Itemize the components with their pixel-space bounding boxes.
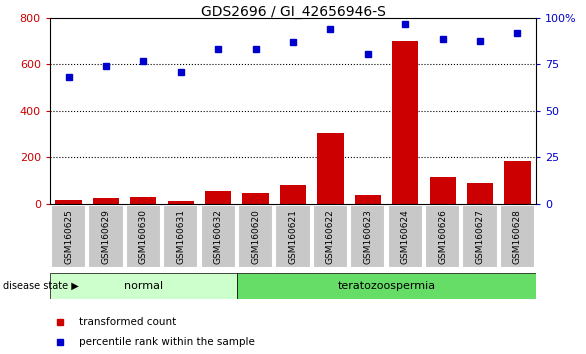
FancyBboxPatch shape	[163, 205, 198, 268]
Text: GSM160629: GSM160629	[101, 209, 110, 264]
Text: transformed count: transformed count	[79, 317, 176, 327]
Text: GSM160622: GSM160622	[326, 209, 335, 264]
Text: GSM160626: GSM160626	[438, 209, 447, 264]
FancyBboxPatch shape	[126, 205, 161, 268]
FancyBboxPatch shape	[462, 205, 498, 268]
FancyBboxPatch shape	[500, 205, 535, 268]
FancyBboxPatch shape	[350, 205, 386, 268]
Bar	[130, 197, 156, 204]
Text: GSM160630: GSM160630	[139, 209, 148, 264]
Bar	[355, 195, 381, 204]
Bar	[205, 191, 231, 204]
FancyBboxPatch shape	[425, 205, 460, 268]
FancyBboxPatch shape	[200, 205, 236, 268]
FancyBboxPatch shape	[50, 273, 237, 299]
Bar	[280, 185, 306, 204]
FancyBboxPatch shape	[313, 205, 348, 268]
Text: disease state ▶: disease state ▶	[3, 281, 79, 291]
Text: GSM160623: GSM160623	[363, 209, 372, 264]
Bar	[392, 41, 418, 204]
Bar	[430, 177, 456, 204]
FancyBboxPatch shape	[237, 273, 536, 299]
Bar	[93, 198, 119, 204]
FancyBboxPatch shape	[238, 205, 273, 268]
Text: GSM160624: GSM160624	[401, 209, 410, 264]
FancyBboxPatch shape	[88, 205, 124, 268]
Text: GSM160620: GSM160620	[251, 209, 260, 264]
Text: GSM160627: GSM160627	[476, 209, 485, 264]
Text: GSM160621: GSM160621	[288, 209, 298, 264]
FancyBboxPatch shape	[388, 205, 423, 268]
FancyBboxPatch shape	[275, 205, 311, 268]
Text: GSM160631: GSM160631	[176, 209, 185, 264]
Text: GSM160625: GSM160625	[64, 209, 73, 264]
Bar	[318, 133, 343, 204]
Text: percentile rank within the sample: percentile rank within the sample	[79, 337, 255, 347]
Bar	[56, 200, 81, 204]
Text: GSM160628: GSM160628	[513, 209, 522, 264]
Text: GDS2696 / GI_42656946-S: GDS2696 / GI_42656946-S	[200, 5, 386, 19]
Bar	[505, 161, 530, 204]
Text: teratozoospermia: teratozoospermia	[338, 281, 435, 291]
Bar	[168, 201, 194, 204]
FancyBboxPatch shape	[51, 205, 86, 268]
Bar	[243, 193, 269, 204]
Text: GSM160632: GSM160632	[214, 209, 223, 264]
Bar	[467, 183, 493, 204]
Text: normal: normal	[124, 281, 163, 291]
